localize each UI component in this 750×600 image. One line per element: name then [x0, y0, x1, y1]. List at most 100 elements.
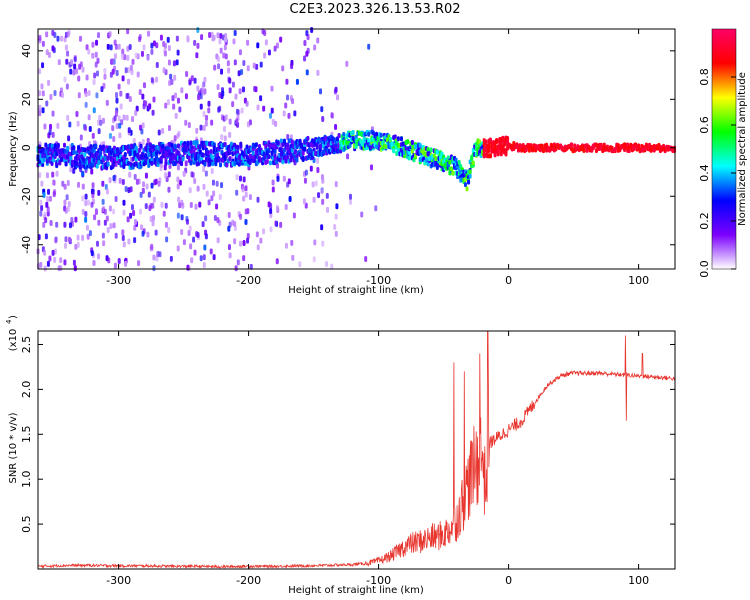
spectrogram-cell — [325, 261, 329, 268]
spectrogram-cell — [206, 150, 210, 156]
spectrogram-cell — [210, 119, 214, 126]
spectrogram-x-ticks: -300 -200 -100 0 100 — [106, 29, 649, 287]
spectrogram-cell — [124, 185, 128, 192]
spectrogram-cell — [146, 137, 150, 144]
spectrogram-cell — [103, 156, 107, 162]
spectrogram-cell — [113, 115, 117, 122]
spectrogram-cell — [91, 162, 95, 168]
spectrogram-cell — [637, 143, 641, 149]
spectrogram-cell — [315, 144, 319, 150]
spectrogram-cell — [290, 139, 294, 145]
spectrogram-cell — [109, 44, 113, 51]
spectrogram-cell — [330, 112, 334, 119]
spectrogram-cell — [384, 144, 388, 150]
spectrogram-cell — [245, 100, 249, 107]
spectrogram-cell — [374, 205, 378, 212]
spectrogram-cell — [239, 141, 243, 147]
spectrogram-cell — [139, 143, 143, 149]
spectrogram-cell — [298, 261, 302, 268]
spectrogram-cell — [117, 83, 121, 90]
spectrogram-cell — [261, 28, 265, 35]
spectrogram-cell — [223, 156, 227, 162]
spectrogram-cell — [223, 126, 227, 133]
spectrogram-cell — [468, 169, 472, 175]
spectrogram-cell — [158, 251, 162, 258]
spectrogram-cell — [238, 175, 242, 182]
spectrogram-cell — [333, 88, 337, 95]
spectrogram-cell — [201, 221, 205, 228]
spectrogram-cell — [108, 145, 112, 151]
spectrogram-cell — [303, 146, 307, 152]
colorbar: 0.0 0.2 0.4 0.6 0.8 Normalized spectral ampl… — [698, 28, 748, 278]
spectrogram-cell — [282, 175, 286, 182]
snr-y-tick-label: 2.5 — [20, 336, 33, 354]
spectrogram-cell — [65, 58, 69, 65]
spectrogram-cell — [66, 50, 70, 57]
spectrogram-cell — [98, 151, 102, 157]
spectrogram-cell — [56, 142, 60, 148]
spectrogram-cell — [112, 222, 116, 229]
spectrogram-cell — [290, 239, 294, 246]
spectrogram-cell — [190, 75, 194, 82]
spectrogram-cell — [231, 101, 235, 108]
spectrogram-cell — [457, 159, 461, 165]
spectrogram-cell — [151, 215, 155, 222]
spectrogram-cell — [279, 221, 283, 228]
spectrogram-cell — [399, 136, 403, 142]
spectrogram-cell — [267, 201, 271, 208]
spectrogram-cell — [137, 147, 141, 153]
spectrogram-cell — [360, 211, 364, 218]
spectrogram-cell — [90, 250, 94, 257]
spectrogram-cell — [46, 196, 50, 203]
spectrogram-cell — [141, 93, 145, 100]
spectrogram-cell — [219, 47, 223, 54]
spectrogram-cell — [249, 263, 253, 270]
spectrogram-cell — [63, 259, 67, 266]
spectrogram-cell — [141, 230, 145, 237]
spectrogram-cell — [54, 237, 58, 244]
spectrogram-cell — [39, 210, 43, 217]
spectrogram-cell — [448, 159, 452, 165]
spectrogram-cell — [236, 259, 240, 266]
spectrogram-cell — [131, 58, 135, 65]
spectrogram-cell — [165, 236, 169, 243]
spectrogram-cell — [141, 187, 145, 194]
spectrogram-cell — [193, 39, 197, 46]
spectrogram-cell — [77, 92, 81, 99]
snr-x-tick-label: -200 — [236, 574, 261, 587]
spectrogram-cell — [126, 54, 130, 61]
spectrogram-cell — [224, 114, 228, 121]
spectrogram-cell — [95, 240, 99, 247]
spectrogram-cell — [159, 34, 163, 41]
spectrogram-cell — [334, 230, 338, 237]
spectrogram-cell — [175, 35, 179, 42]
spectrogram-x-tick-label: 100 — [628, 274, 649, 287]
spectrogram-cell — [180, 214, 184, 221]
spectrogram-cell — [155, 61, 159, 68]
spectrogram-cell — [184, 119, 188, 126]
spectrogram-cell — [142, 44, 146, 51]
spectrogram-cell — [167, 171, 171, 178]
spectrogram-cell — [233, 238, 237, 245]
spectrogram-cell — [145, 183, 149, 190]
spectrogram-cell — [63, 221, 67, 228]
spectrogram-cell — [216, 55, 220, 62]
spectrogram-cell — [103, 67, 107, 74]
spectrogram-cell — [223, 44, 227, 51]
spectrogram-cell — [117, 115, 121, 122]
spectrogram-cell — [76, 120, 80, 127]
spectrogram-cell — [244, 185, 248, 192]
spectrogram-cell — [209, 248, 213, 255]
spectrogram-cell — [281, 65, 285, 72]
spectrogram-cell — [161, 127, 165, 134]
spectrogram-cell — [187, 122, 191, 129]
spectrogram-cell — [188, 79, 192, 86]
spectrogram-cell — [337, 133, 341, 139]
spectrogram-cell — [285, 78, 289, 85]
spectrogram-x-tick-label: -100 — [366, 274, 391, 287]
spectrogram-cell — [321, 116, 325, 123]
spectrogram-cell — [65, 194, 69, 201]
spectrogram-cell — [493, 152, 497, 158]
spectrogram-cell — [190, 145, 194, 151]
